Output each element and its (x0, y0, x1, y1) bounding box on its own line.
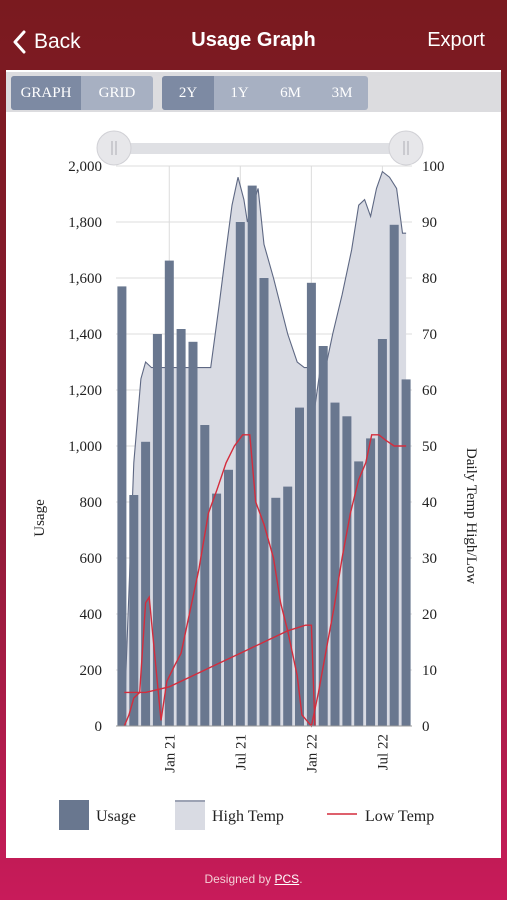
footer: Designed by PCS. (0, 872, 507, 886)
left-tick-label: 1,200 (68, 383, 102, 399)
range-3m-tab[interactable]: 3M (331, 84, 353, 101)
usage-bar[interactable] (342, 416, 352, 726)
usage-bar[interactable] (366, 438, 376, 726)
right-tick-label: 70 (422, 327, 437, 343)
right-tick-label: 50 (422, 439, 437, 455)
usage-bar[interactable] (318, 346, 328, 726)
usage-bar[interactable] (117, 286, 127, 726)
footer-suffix: . (299, 872, 303, 886)
usage-bar[interactable] (401, 379, 411, 726)
low-temp-secondary-line (124, 624, 316, 727)
right-tick-label: 40 (422, 495, 437, 511)
left-tick-label: 400 (80, 607, 103, 623)
range-2y-tab[interactable]: 2Y (162, 76, 214, 110)
left-tick-label: 600 (80, 551, 103, 567)
chart-legend: Usage High Temp Low Temp (59, 800, 434, 830)
usage-bar[interactable] (354, 461, 364, 726)
toolbar: GRAPH GRID 2Y 1Y 6M 3M (6, 72, 501, 112)
low-temp-lines (123, 434, 407, 728)
left-tick-label: 1,000 (68, 439, 102, 455)
left-tick-label: 800 (80, 495, 103, 511)
back-label: Back (34, 30, 81, 53)
x-tick-label: Jan 22 (304, 734, 320, 773)
usage-bar[interactable] (389, 224, 399, 727)
usage-bar[interactable] (235, 222, 245, 726)
usage-bar[interactable] (271, 497, 281, 726)
legend-high-temp-label: High Temp (212, 808, 284, 825)
range-slider-track (114, 143, 414, 154)
x-tick-label: Jan 21 (162, 734, 178, 773)
high-temp-line (123, 170, 407, 715)
right-tick-label: 10 (422, 663, 437, 679)
page-title: Usage Graph (191, 29, 316, 51)
range-6m-tab[interactable]: 6M (280, 84, 301, 101)
usage-bar[interactable] (212, 493, 222, 726)
usage-bar[interactable] (129, 495, 139, 726)
right-tick-label: 20 (422, 607, 437, 623)
range-1y-tab[interactable]: 1Y (230, 84, 249, 101)
right-tick-label: 0 (422, 719, 430, 735)
right-tick-label: 30 (422, 551, 437, 567)
usage-bar[interactable] (377, 339, 387, 726)
low-temp-line (123, 434, 407, 728)
grid-tab[interactable]: GRID (98, 84, 136, 101)
nav-bar: Back Usage Graph Export (0, 0, 507, 70)
footer-prefix: Designed by (204, 872, 275, 886)
right-tick-label: 60 (422, 383, 437, 399)
left-tick-label: 2,000 (68, 159, 102, 175)
range-slider-left-handle[interactable] (96, 130, 132, 166)
usage-bar[interactable] (259, 278, 269, 726)
usage-bar[interactable] (330, 402, 340, 726)
x-tick-label: Jul 21 (233, 734, 249, 770)
legend-usage-label: Usage (96, 808, 136, 825)
usage-bar[interactable] (283, 486, 293, 726)
back-button[interactable]: Back (12, 26, 81, 58)
range-toggle: 2Y 1Y 6M 3M (162, 76, 368, 110)
usage-bar[interactable] (152, 334, 162, 726)
usage-bar[interactable] (164, 260, 174, 726)
left-tick-label: 200 (80, 663, 103, 679)
right-tick-label: 100 (422, 159, 445, 175)
range-slider-right-handle[interactable] (388, 130, 424, 166)
legend-low-temp-label: Low Temp (365, 808, 434, 825)
range-slider[interactable] (96, 130, 424, 166)
usage-bar[interactable] (176, 329, 186, 726)
pcs-link[interactable]: PCS (274, 872, 300, 886)
usage-bar[interactable] (306, 282, 316, 726)
usage-bar[interactable] (295, 407, 304, 726)
left-tick-label: 1,600 (68, 271, 102, 287)
axes: 02004006008001,0001,2001,4001,6001,8002,… (68, 159, 444, 773)
usage-chart: 02004006008001,0001,2001,4001,6001,8002,… (32, 130, 479, 830)
usage-bar[interactable] (141, 441, 151, 726)
usage-bar[interactable] (224, 469, 233, 726)
chevron-left-icon (13, 30, 26, 54)
graph-tab[interactable]: GRAPH (11, 76, 81, 110)
left-axis-title: Usage (32, 499, 48, 537)
usage-bar[interactable] (188, 341, 198, 726)
left-tick-label: 0 (95, 719, 103, 735)
usage-bar[interactable] (200, 425, 210, 726)
right-axis-title: Daily Temp High/Low (463, 448, 479, 584)
x-tick-label: Jul 22 (375, 734, 391, 770)
right-tick-label: 80 (422, 271, 437, 287)
export-button[interactable]: Export (427, 29, 485, 51)
graph-panel: GRAPH GRID 2Y 1Y 6M 3M (6, 70, 501, 858)
left-tick-label: 1,800 (68, 215, 102, 231)
legend-usage-swatch (59, 800, 89, 830)
view-toggle: GRAPH GRID (11, 76, 153, 110)
legend-high-temp-swatch (175, 800, 205, 830)
left-tick-label: 1,400 (68, 327, 102, 343)
right-tick-label: 90 (422, 215, 437, 231)
